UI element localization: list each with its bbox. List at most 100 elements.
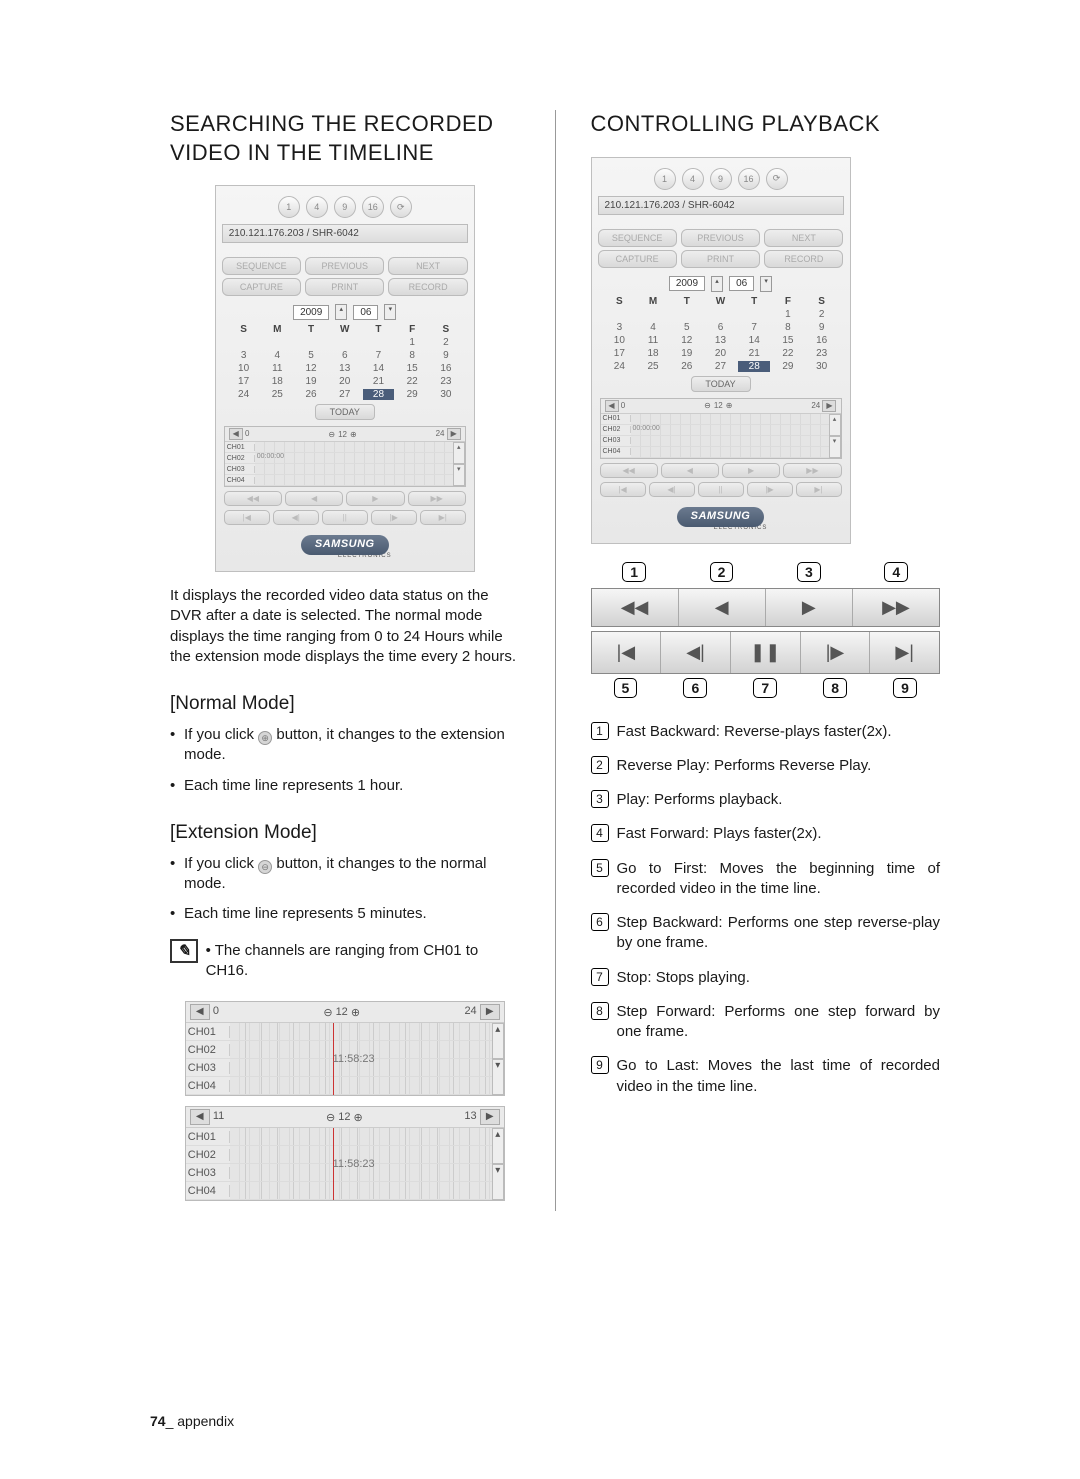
playback-top-1[interactable]: ◀◀ xyxy=(592,589,679,626)
legend-num-2: 2 xyxy=(591,756,609,774)
playback-ctrl-button[interactable]: |◀ xyxy=(224,510,270,525)
year-field[interactable]: 2009 xyxy=(293,305,329,320)
r-calendar-grid[interactable]: SMTWTFS123456789101112131415161718192021… xyxy=(604,296,838,372)
playback-ctrl-button[interactable]: ◀ xyxy=(661,463,719,478)
r-layout-1-button[interactable]: 1 xyxy=(654,168,676,190)
r-layout-4-button[interactable]: 4 xyxy=(682,168,704,190)
playback-bot-5[interactable]: ▶| xyxy=(870,632,939,673)
refresh-button[interactable]: ⟳ xyxy=(390,196,412,218)
playback-ctrl-button[interactable]: ▶ xyxy=(346,491,404,506)
month-dropdown[interactable]: ▾ xyxy=(384,304,396,320)
playback-ctrl-button[interactable]: |▶ xyxy=(747,482,793,497)
playback-ctrl-button[interactable]: |▶ xyxy=(371,510,417,525)
ext-bullet-1: If you click ⊖ button, it changes to the… xyxy=(170,854,520,895)
layout-1-button[interactable]: 1 xyxy=(278,196,300,218)
playback-ctrl-button[interactable]: ▶| xyxy=(420,510,466,525)
record-button[interactable]: RECORD xyxy=(388,278,467,296)
timeline-extension-figure: ◀ 11 ⊖12⊕ 13 ▶ CH01CH02CH03CH0411:58:23 … xyxy=(185,1106,505,1201)
playback-ctrl-button[interactable]: ◀| xyxy=(649,482,695,497)
r-print-button[interactable]: PRINT xyxy=(681,250,760,268)
playback-bot-4[interactable]: |▶ xyxy=(801,632,871,673)
r-tl-prev-icon[interactable]: ◀ xyxy=(605,400,619,412)
playback-ctrl-button[interactable]: ◀◀ xyxy=(600,463,658,478)
r-layout-9-button[interactable]: 9 xyxy=(710,168,732,190)
today-button[interactable]: TODAY xyxy=(315,404,375,420)
playback-bot-3[interactable]: ❚❚ xyxy=(731,632,801,673)
playback-ctrl-button[interactable]: ▶| xyxy=(796,482,842,497)
r-sequence-button[interactable]: SEQUENCE xyxy=(598,229,677,247)
tl2-scroll-up-icon[interactable]: ▴ xyxy=(492,1128,504,1164)
playback-ctrl-button[interactable]: || xyxy=(322,510,368,525)
playback-top-4[interactable]: ▶▶ xyxy=(853,589,939,626)
playback-top-2[interactable]: ◀ xyxy=(679,589,766,626)
tl2-prev-icon[interactable]: ◀ xyxy=(190,1109,210,1125)
legend-text-7: Stop: Stops playing. xyxy=(617,968,941,988)
callout-6: 6 xyxy=(683,678,707,698)
r-month-dropdown[interactable]: ▾ xyxy=(760,276,772,292)
tl-prev-icon[interactable]: ◀ xyxy=(229,428,243,440)
playback-ctrl-button[interactable]: |◀ xyxy=(600,482,646,497)
r-refresh-button[interactable]: ⟳ xyxy=(766,168,788,190)
r-zoom-out-icon[interactable]: ⊖ xyxy=(704,401,711,410)
previous-button[interactable]: PREVIOUS xyxy=(305,257,384,275)
playback-ctrl-button[interactable]: ▶▶ xyxy=(783,463,841,478)
playback-ctrl-button[interactable]: || xyxy=(698,482,744,497)
r-zoom-in-icon[interactable]: ⊕ xyxy=(726,401,733,410)
playback-bot-1[interactable]: |◀ xyxy=(592,632,662,673)
print-button[interactable]: PRINT xyxy=(305,278,384,296)
playback-ctrl-button[interactable]: ▶ xyxy=(722,463,780,478)
tl2-zoom-in-icon[interactable]: ⊕ xyxy=(353,1111,362,1124)
playback-bot-2[interactable]: ◀| xyxy=(661,632,731,673)
r-capture-button[interactable]: CAPTURE xyxy=(598,250,677,268)
right-heading: CONTROLLING PLAYBACK xyxy=(591,110,941,139)
tl-next-icon[interactable]: ▶ xyxy=(447,428,461,440)
tl1-scroll-down-icon[interactable]: ▾ xyxy=(492,1059,504,1095)
r-previous-button[interactable]: PREVIOUS xyxy=(681,229,760,247)
tl2-scroll-down-icon[interactable]: ▾ xyxy=(492,1164,504,1200)
playback-ctrl-button[interactable]: ▶▶ xyxy=(408,491,466,506)
playback-legend-list: 1Fast Backward: Reverse-plays faster(2x)… xyxy=(591,722,941,1097)
r-scroll-up-icon[interactable]: ▴ xyxy=(829,414,841,436)
r-record-button[interactable]: RECORD xyxy=(764,250,843,268)
next-button[interactable]: NEXT xyxy=(388,257,467,275)
r-samsung-logo: SAMSUNG xyxy=(677,507,765,527)
playback-top-3[interactable]: ▶ xyxy=(766,589,853,626)
r-year-spinner[interactable]: ▴ xyxy=(711,276,723,292)
calendar-grid[interactable]: SMTWTFS123456789101112131415161718192021… xyxy=(228,324,462,400)
layout-4-button[interactable]: 4 xyxy=(306,196,328,218)
scroll-up-icon[interactable]: ▴ xyxy=(453,442,465,464)
playback-ctrl-button[interactable]: ◀| xyxy=(273,510,319,525)
r-layout-16-button[interactable]: 16 xyxy=(738,168,760,190)
callout-5: 5 xyxy=(614,678,638,698)
layout-16-button[interactable]: 16 xyxy=(362,196,384,218)
r-next-button[interactable]: NEXT xyxy=(764,229,843,247)
callout-1: 1 xyxy=(622,562,646,582)
playback-ctrl-button[interactable]: ◀◀ xyxy=(224,491,282,506)
capture-button[interactable]: CAPTURE xyxy=(222,278,301,296)
layout-9-button[interactable]: 9 xyxy=(334,196,356,218)
r-tl-next-icon[interactable]: ▶ xyxy=(822,400,836,412)
tl1-zoom-out-icon[interactable]: ⊖ xyxy=(323,1006,332,1019)
playback-ctrl-button[interactable]: ◀ xyxy=(285,491,343,506)
normal-bullet-2: Each time line represents 1 hour. xyxy=(170,776,520,796)
zoom-in-icon[interactable]: ⊕ xyxy=(350,430,357,439)
r-month-field[interactable]: 06 xyxy=(729,276,754,291)
r-year-field[interactable]: 2009 xyxy=(669,276,705,291)
zoom-out-icon[interactable]: ⊖ xyxy=(328,430,335,439)
legend-num-5: 5 xyxy=(591,859,609,877)
r-scroll-down-icon[interactable]: ▾ xyxy=(829,436,841,458)
scroll-down-icon[interactable]: ▾ xyxy=(453,464,465,486)
sequence-button[interactable]: SEQUENCE xyxy=(222,257,301,275)
tl2-next-icon[interactable]: ▶ xyxy=(480,1109,500,1125)
r-today-button[interactable]: TODAY xyxy=(691,376,751,392)
normal-mode-heading: [Normal Mode] xyxy=(170,693,520,715)
tl2-zoom-out-icon[interactable]: ⊖ xyxy=(326,1111,335,1124)
tl1-prev-icon[interactable]: ◀ xyxy=(190,1004,210,1020)
tl1-next-icon[interactable]: ▶ xyxy=(480,1004,500,1020)
tl1-zoom-in-icon[interactable]: ⊕ xyxy=(351,1006,360,1019)
tl1-scroll-up-icon[interactable]: ▴ xyxy=(492,1023,504,1059)
note-icon: ✎ xyxy=(170,939,198,963)
year-spinner[interactable]: ▴ xyxy=(335,304,347,320)
month-field[interactable]: 06 xyxy=(353,305,378,320)
calendar-panel-right: 1 4 9 16 ⟳ 210.121.176.203 / SHR-6042 SE… xyxy=(591,157,851,544)
